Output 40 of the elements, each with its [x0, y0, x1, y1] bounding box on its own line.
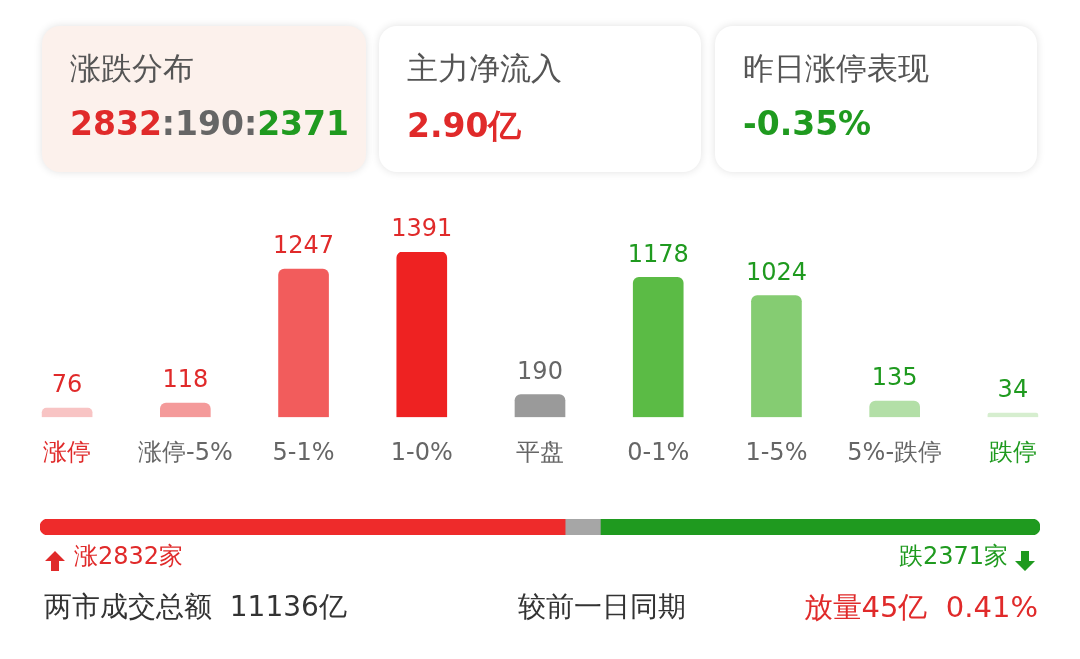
- data-label: 涨2832家: [74, 541, 184, 572]
- data-label: 1024: [745, 257, 807, 286]
- bar: [396, 252, 448, 418]
- text: 2832: [70, 104, 162, 143]
- text: 两市成交总额 11136亿: [44, 589, 347, 625]
- x-tick-label: 平盘: [516, 437, 564, 466]
- text: 较前一日同期: [518, 589, 686, 625]
- data-label: 135: [871, 363, 918, 392]
- x-tick-label: 5%-跌停: [847, 437, 943, 466]
- data-label: 118: [162, 365, 209, 394]
- text: 昨日涨停表现: [743, 49, 930, 88]
- data-label: 34: [997, 375, 1029, 404]
- text: -0.35%: [743, 104, 872, 143]
- bar: [987, 412, 1039, 418]
- bar: [514, 394, 566, 418]
- text: 2.90亿: [407, 106, 522, 145]
- x-tick-label: 1-5%: [745, 437, 808, 466]
- data-label: 1178: [627, 239, 689, 268]
- x-tick-label: 涨停-5%: [137, 437, 233, 466]
- data-label: 1247: [273, 231, 335, 260]
- text: 主力净流入: [407, 49, 563, 88]
- bar: [632, 276, 684, 418]
- bar: [869, 400, 920, 418]
- bar: [41, 407, 93, 418]
- text: 2371: [257, 104, 349, 143]
- text: 放量45亿 0.41%: [803, 589, 1038, 626]
- text: :190:: [161, 104, 258, 143]
- data-label: 76: [51, 370, 83, 399]
- x-tick-label: 涨停: [43, 437, 92, 466]
- text: 涨跌分布: [70, 49, 195, 88]
- x-tick-label: 跌停: [988, 437, 1037, 466]
- x-tick-label: 1-0%: [390, 437, 453, 466]
- x-tick-label: 5-1%: [272, 437, 335, 466]
- data-label: 190: [517, 356, 563, 385]
- data-label: 1391: [391, 214, 453, 243]
- bar: [751, 295, 802, 418]
- x-tick-label: 0-1%: [627, 437, 690, 466]
- data-label: 跌2371家: [898, 541, 1008, 572]
- bar: [278, 268, 329, 418]
- bar: [160, 402, 211, 418]
